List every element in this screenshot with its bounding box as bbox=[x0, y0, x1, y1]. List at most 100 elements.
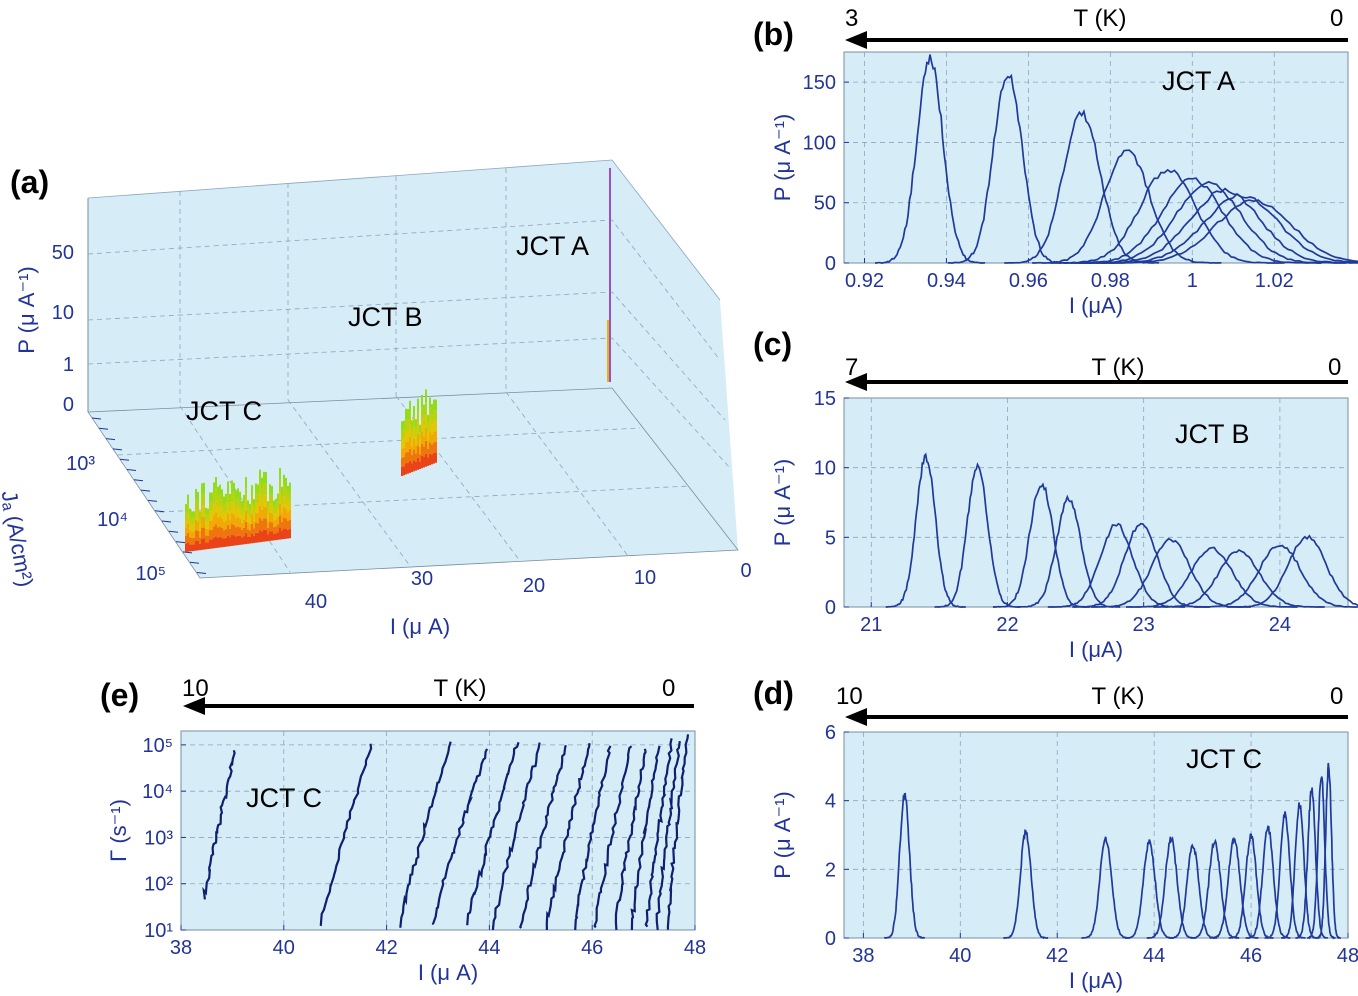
temp-axis-label: T (K) bbox=[1092, 683, 1145, 710]
x-tick-label: 38 bbox=[170, 937, 192, 959]
panel-a-xlabel: I (μ A) bbox=[390, 614, 450, 639]
x-tick-label: 48 bbox=[684, 937, 706, 959]
series-line bbox=[319, 743, 373, 927]
series-line bbox=[1227, 534, 1358, 608]
panel-a-ylabel: P (μ A⁻¹) bbox=[14, 266, 39, 353]
current-tick-label: 10 bbox=[634, 567, 656, 589]
jc-tick bbox=[182, 551, 193, 554]
series-line bbox=[1146, 836, 1196, 939]
series-line bbox=[399, 741, 452, 928]
temp-start-label: 10 bbox=[836, 683, 863, 710]
series-line bbox=[202, 749, 236, 900]
series-line bbox=[1095, 199, 1358, 264]
temp-start-label: 10 bbox=[182, 675, 209, 702]
series-line bbox=[666, 734, 690, 930]
panel-a-right-wall bbox=[612, 160, 738, 550]
jc-tick bbox=[140, 489, 151, 492]
series-line bbox=[1168, 843, 1218, 939]
panel-b: 0.92 0.94 0.96 0.98 1 1.02 0 50 100 150 I (μA) P (μ… bbox=[753, 5, 1358, 318]
temp-end-label: 0 bbox=[662, 675, 675, 702]
panel-a-zlabel: Jₐ (A/cm²) bbox=[0, 489, 38, 589]
panel-d-xlabel: I (μA) bbox=[1069, 968, 1123, 993]
x-tick-label: 24 bbox=[1269, 614, 1291, 636]
jc-tick bbox=[147, 499, 158, 502]
jc-tick bbox=[196, 572, 207, 574]
temp-end-label: 0 bbox=[1330, 5, 1343, 32]
panel-c-temperature-arrow: 7 0 T (K) bbox=[845, 354, 1348, 391]
series-line bbox=[1017, 494, 1121, 608]
x-tick-label: 42 bbox=[375, 937, 397, 959]
panel-c-jct-label: JCT B bbox=[1175, 419, 1250, 449]
panel-e-jct-label: JCT C bbox=[246, 783, 322, 813]
series-line bbox=[1306, 776, 1336, 940]
panel-b-xlabel: I (μA) bbox=[1069, 293, 1123, 318]
jc-tick bbox=[91, 417, 102, 420]
x-tick-label: 40 bbox=[949, 945, 971, 967]
panel-d-series bbox=[883, 762, 1342, 940]
panel-c-xlabel: I (μA) bbox=[1069, 637, 1123, 662]
x-tick-label: 23 bbox=[1133, 614, 1155, 636]
series-line bbox=[1209, 836, 1259, 939]
series-line bbox=[545, 743, 591, 931]
jc-tick bbox=[175, 541, 186, 544]
series-line bbox=[630, 745, 661, 931]
y-tick-label: 10² bbox=[144, 874, 173, 896]
panel-e-temperature-arrow: 10 0 T (K) bbox=[182, 675, 694, 715]
y-tick-label: 10 bbox=[814, 458, 836, 480]
jc-tick-label: 10³ bbox=[66, 453, 95, 475]
panel-b-label: (b) bbox=[753, 16, 794, 52]
x-tick-label: 42 bbox=[1046, 945, 1068, 967]
p-tick-label: 50 bbox=[52, 242, 74, 264]
series-line bbox=[491, 742, 541, 931]
current-tick-label: 30 bbox=[411, 568, 433, 590]
y-tick-label: 50 bbox=[814, 193, 836, 215]
panel-a-jct-a-label: JCT A bbox=[516, 231, 589, 261]
series-line bbox=[655, 740, 681, 931]
panel-a-label: (a) bbox=[10, 164, 49, 200]
panel-b-ylabel: P (μ A⁻¹) bbox=[770, 114, 795, 201]
current-tick-label: 0 bbox=[740, 560, 751, 582]
panel-b-jct-label: JCT A bbox=[1162, 66, 1235, 96]
current-tick-label: 20 bbox=[523, 575, 545, 597]
y-tick-label: 0 bbox=[825, 928, 836, 950]
series-line bbox=[947, 73, 1069, 264]
jc-tick bbox=[126, 469, 137, 471]
y-tick-label: 0 bbox=[825, 253, 836, 275]
panel-d-temperature-arrow: 10 0 T (K) bbox=[836, 683, 1348, 726]
series-line bbox=[1063, 177, 1322, 264]
jc-tick bbox=[98, 427, 109, 430]
panel-a: 0 1 10 50 10³ 10⁴ 10⁵ 40 30 20 10 0 I (μ A) P (μ … bbox=[0, 159, 752, 639]
temp-start-label: 7 bbox=[845, 354, 858, 381]
x-tick-label: 48 bbox=[1337, 945, 1358, 967]
p-tick-label: 0 bbox=[63, 394, 74, 416]
jc-tick bbox=[112, 448, 123, 451]
jc-tick bbox=[105, 438, 116, 441]
jc-tick bbox=[161, 520, 172, 523]
series-line bbox=[1126, 546, 1298, 608]
x-tick-label: 0.96 bbox=[1009, 270, 1048, 292]
arrow-head bbox=[845, 373, 867, 391]
panel-d-plot-area bbox=[843, 731, 1349, 939]
series-line bbox=[1003, 829, 1049, 940]
series-line bbox=[431, 748, 489, 926]
series-line bbox=[1081, 836, 1131, 939]
y-tick-label: 5 bbox=[825, 527, 836, 549]
temp-end-label: 0 bbox=[1330, 683, 1343, 710]
temp-axis-label: T (K) bbox=[1092, 354, 1145, 381]
panel-a-back-wall bbox=[88, 160, 612, 412]
x-tick-label: 22 bbox=[996, 614, 1018, 636]
series-line bbox=[1316, 762, 1342, 940]
p-tick-label: 1 bbox=[63, 354, 74, 376]
series-line bbox=[1295, 787, 1328, 940]
panel-c: 21 22 23 24 0 5 10 15 I (μA) P (μ A⁻¹) (c) JCT B 7 0 T… bbox=[753, 326, 1358, 662]
panel-d-grid bbox=[844, 732, 1348, 938]
panel-c-ylabel: P (μ A⁻¹) bbox=[770, 459, 795, 546]
arrow-head bbox=[845, 31, 867, 49]
panel-e-ylabel: Γ (s⁻¹) bbox=[106, 799, 131, 862]
x-tick-label: 1 bbox=[1187, 270, 1198, 292]
panel-d-ylabel: P (μ A⁻¹) bbox=[770, 791, 795, 878]
panel-e-series bbox=[202, 734, 690, 931]
series-line bbox=[644, 738, 673, 928]
current-tick-label: 40 bbox=[305, 591, 327, 613]
